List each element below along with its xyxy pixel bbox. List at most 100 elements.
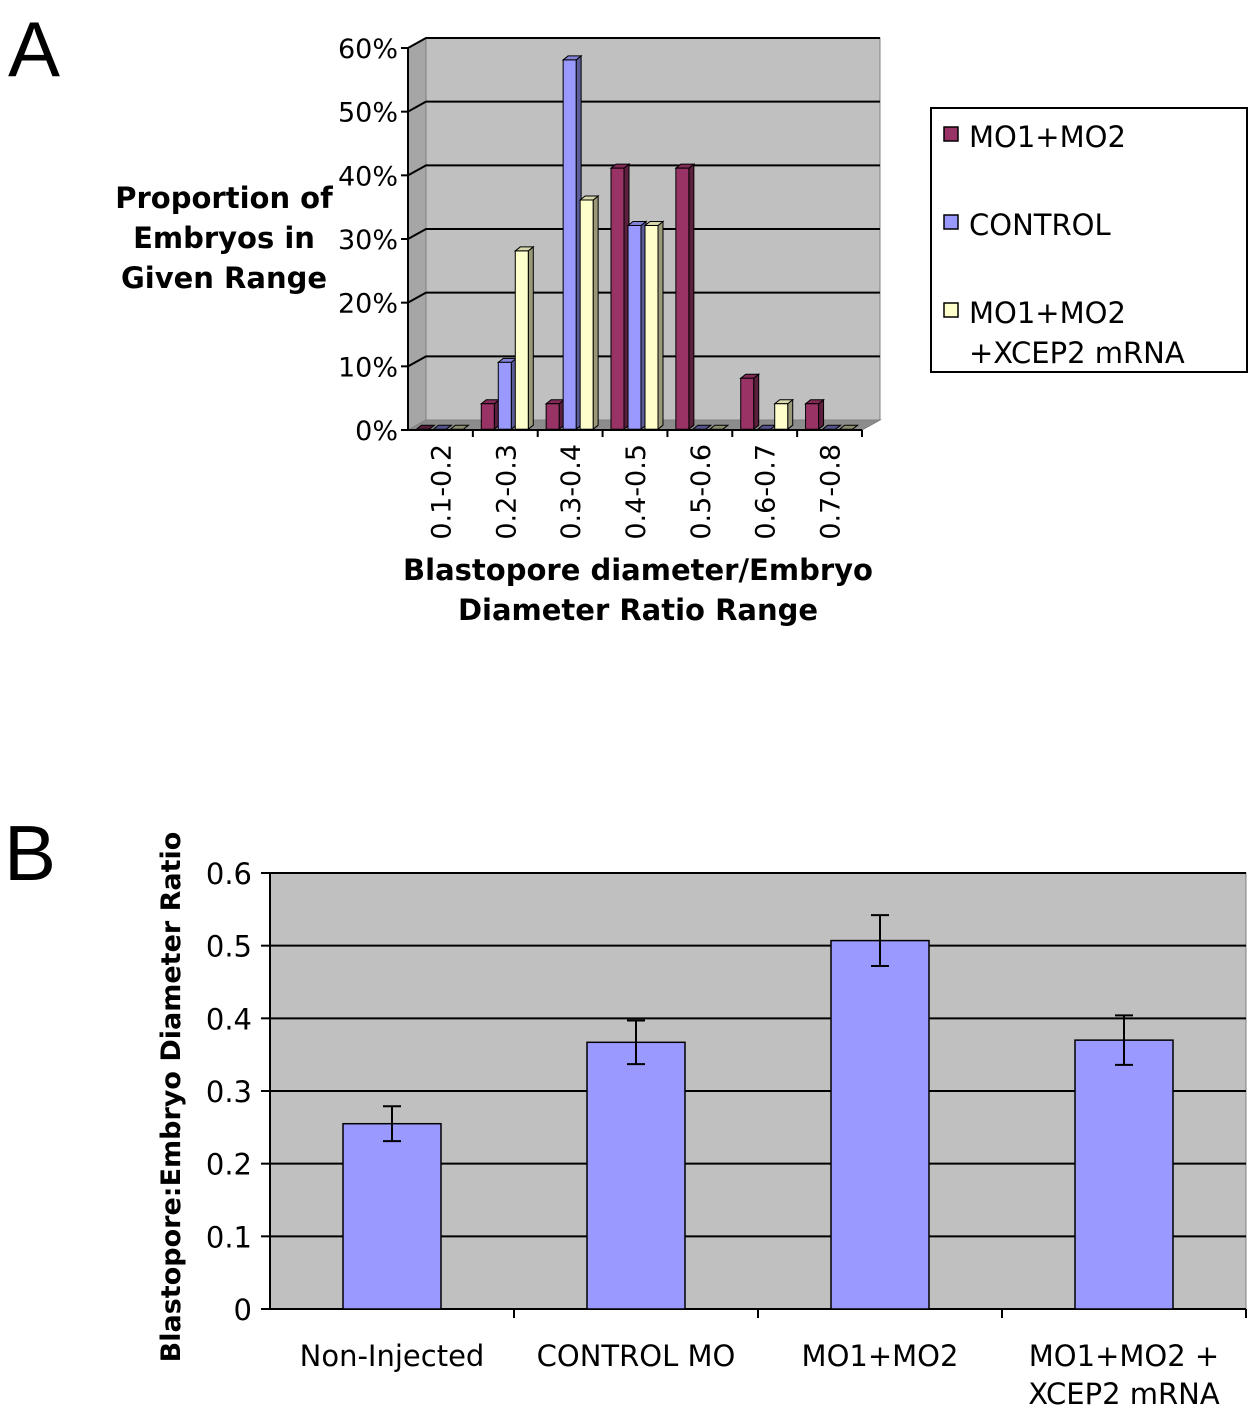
x-tick-label: MO1+MO2 bbox=[802, 1339, 959, 1373]
y-tick-label: 30% bbox=[338, 225, 398, 256]
bar bbox=[1074, 1039, 1174, 1310]
y-tick-label: 0.3 bbox=[206, 1075, 252, 1109]
bar-front bbox=[644, 224, 659, 430]
y-tick-label: 0 bbox=[234, 1293, 252, 1327]
bar-flat bbox=[691, 424, 713, 430]
bar-front bbox=[675, 167, 690, 430]
bar bbox=[773, 398, 795, 431]
bar bbox=[626, 220, 648, 431]
gridline bbox=[407, 355, 880, 368]
bar bbox=[561, 54, 583, 431]
bar-flat bbox=[838, 424, 859, 430]
y-axis-title: Given Range bbox=[121, 261, 327, 295]
bar-side bbox=[818, 398, 825, 431]
bar bbox=[643, 220, 665, 431]
x-tick-label: XCEP2 mRNA bbox=[1028, 1377, 1220, 1411]
bar bbox=[586, 1041, 686, 1310]
bar bbox=[342, 1122, 442, 1310]
y-tick-label: 60% bbox=[338, 34, 398, 65]
x-axis-title: Diameter Ratio Range bbox=[458, 593, 818, 627]
bar bbox=[479, 398, 501, 431]
bar-side bbox=[592, 194, 599, 431]
bar-front bbox=[545, 403, 560, 430]
y-tick-label: 0.2 bbox=[206, 1148, 252, 1182]
panel-b-label: B bbox=[4, 809, 56, 897]
y-axis-title: Blastopore:Embryo Diameter Ratio bbox=[156, 832, 187, 1363]
panel-a-label: A bbox=[8, 5, 60, 93]
bar-front bbox=[740, 377, 755, 430]
panel-a: A 0% 10% 20% 30% 40% 50% 60% 0.1-0.2 0.2-0.3 0.3-0… bbox=[8, 5, 1248, 627]
x-tick-label: 0.6-0.7 bbox=[751, 444, 782, 540]
y-tick-label: 10% bbox=[338, 352, 398, 383]
legend-swatch bbox=[943, 126, 959, 142]
y-tick-label: 0.5 bbox=[206, 930, 252, 964]
error-bar bbox=[1115, 1014, 1133, 1066]
error-bar bbox=[383, 1105, 401, 1143]
y-tick-label: 0.6 bbox=[206, 857, 252, 891]
bar bbox=[578, 194, 600, 431]
x-tick-label: 0.5-0.6 bbox=[686, 444, 717, 540]
bar bbox=[609, 163, 631, 431]
gridline bbox=[407, 37, 880, 49]
legend-swatch bbox=[943, 302, 959, 318]
x-tick-label: CONTROL MO bbox=[537, 1339, 736, 1373]
legend-swatch bbox=[943, 214, 959, 230]
y-tick-label: 20% bbox=[338, 289, 398, 320]
bar-front bbox=[480, 403, 495, 430]
x-axis-title: Blastopore diameter/Embryo bbox=[403, 553, 873, 587]
bar-front bbox=[610, 167, 625, 430]
bar-flat bbox=[821, 424, 842, 430]
bar-side bbox=[527, 245, 534, 431]
bar bbox=[496, 357, 518, 431]
bar-front bbox=[497, 361, 512, 430]
y-tick-label: 0.4 bbox=[206, 1002, 252, 1036]
y-tick-label: 0.1 bbox=[206, 1220, 252, 1254]
gridline bbox=[407, 228, 880, 240]
y-tick-label: 40% bbox=[338, 161, 398, 192]
x-tick-label: 0.2-0.3 bbox=[491, 444, 522, 540]
legend: MO1+MO2 CONTROL MO1+MO2 +XCEP2 mRNA bbox=[930, 107, 1248, 373]
bar-side bbox=[787, 398, 794, 431]
gridline bbox=[407, 100, 880, 113]
bar-front bbox=[627, 224, 642, 430]
gridline bbox=[407, 164, 880, 177]
bar-side bbox=[753, 373, 760, 431]
bar-flat bbox=[415, 424, 436, 430]
bar bbox=[674, 163, 696, 431]
x-tick-label: 0.7-0.8 bbox=[816, 444, 847, 540]
legend-label: MO1+MO2 bbox=[969, 120, 1126, 154]
bar-front bbox=[562, 59, 577, 430]
bar bbox=[739, 373, 761, 431]
panel-b: B 0 0.1 0.2 0.3 0.4 0.5 0.6 Non-Injected CONTROL … bbox=[4, 809, 1247, 1411]
error-bar bbox=[871, 914, 889, 968]
bar-front bbox=[805, 403, 820, 430]
x-tick-label: 0.4-0.5 bbox=[621, 444, 652, 540]
bar-front bbox=[774, 403, 789, 430]
bar-flat bbox=[708, 424, 730, 430]
legend-box bbox=[930, 107, 1248, 373]
y-tick-label: 0% bbox=[355, 416, 398, 447]
bar-side bbox=[688, 163, 695, 431]
bar-side bbox=[657, 220, 664, 431]
x-tick-label: 0.3-0.4 bbox=[556, 444, 587, 540]
y-tick-label: 50% bbox=[338, 98, 398, 129]
legend-label: MO1+MO2 bbox=[969, 296, 1126, 330]
bar bbox=[804, 398, 825, 431]
bar-flat bbox=[449, 424, 470, 430]
legend-label: +XCEP2 mRNA bbox=[969, 336, 1185, 370]
error-bar bbox=[627, 1019, 645, 1066]
legend-label: CONTROL bbox=[969, 208, 1111, 242]
x-tick-label: MO1+MO2 + bbox=[1029, 1339, 1219, 1373]
x-tick-label: Non-Injected bbox=[300, 1339, 485, 1373]
bar bbox=[513, 245, 535, 431]
y-axis-title: Proportion of bbox=[115, 181, 333, 215]
bar-front bbox=[514, 250, 529, 430]
bar-flat bbox=[432, 424, 453, 430]
bar bbox=[544, 398, 566, 431]
gridline bbox=[407, 291, 880, 304]
y-axis-title: Embryos in bbox=[133, 221, 315, 255]
bar bbox=[830, 939, 930, 1310]
bar-front bbox=[579, 199, 594, 430]
x-tick-label: 0.1-0.2 bbox=[426, 444, 457, 540]
